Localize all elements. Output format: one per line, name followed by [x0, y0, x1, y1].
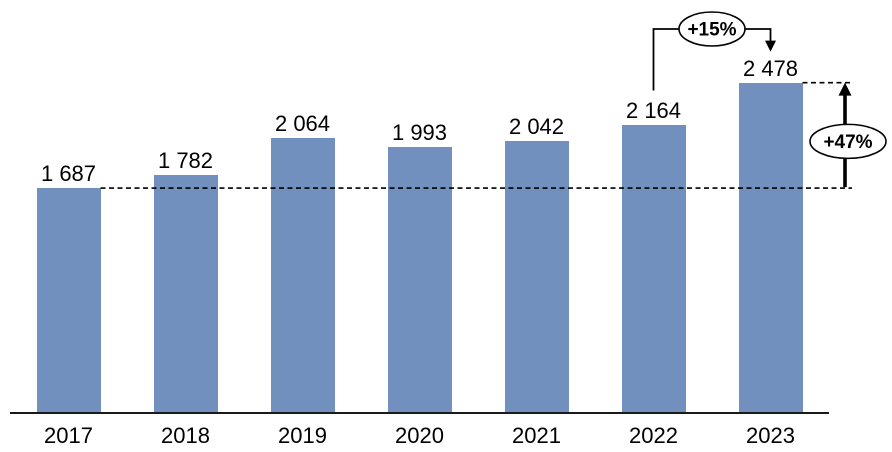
x-tick-label-2017: 2017: [44, 423, 93, 448]
x-tick-label-2023: 2023: [746, 423, 795, 448]
value-label-2021: 2 042: [508, 113, 565, 139]
value-label-2020: 1 993: [391, 120, 448, 146]
up-arrowhead-icon: [838, 82, 852, 96]
pct47-badge-ellipse: [809, 123, 887, 160]
x-tick-label-2022: 2022: [629, 423, 678, 448]
pct15-badge-ellipse: [678, 11, 746, 47]
value-label-2018: 1 782: [157, 148, 214, 174]
pct15-label: +15%: [687, 20, 736, 41]
bar-2018: [153, 175, 218, 413]
value-label-2023: 2 478: [742, 55, 799, 81]
x-tick-label-2021: 2021: [512, 423, 561, 448]
bar-2023: [738, 82, 803, 413]
x-axis-line: [10, 412, 829, 414]
x-tick-label-2020: 2020: [395, 423, 444, 448]
bar-2017: [36, 188, 101, 413]
value-label-2019: 2 064: [274, 110, 331, 136]
bar-2022: [621, 124, 686, 413]
pct47-label: +47%: [823, 132, 872, 153]
x-tick-label-2018: 2018: [161, 423, 210, 448]
x-tick-label-2019: 2019: [278, 423, 327, 448]
down-arrowhead-icon: [765, 40, 776, 52]
value-label-2017: 1 687: [40, 161, 97, 187]
bar-2021: [504, 140, 569, 413]
bar-2020: [387, 147, 452, 413]
bar-2019: [270, 137, 335, 413]
value-label-2022: 2 164: [625, 97, 682, 123]
